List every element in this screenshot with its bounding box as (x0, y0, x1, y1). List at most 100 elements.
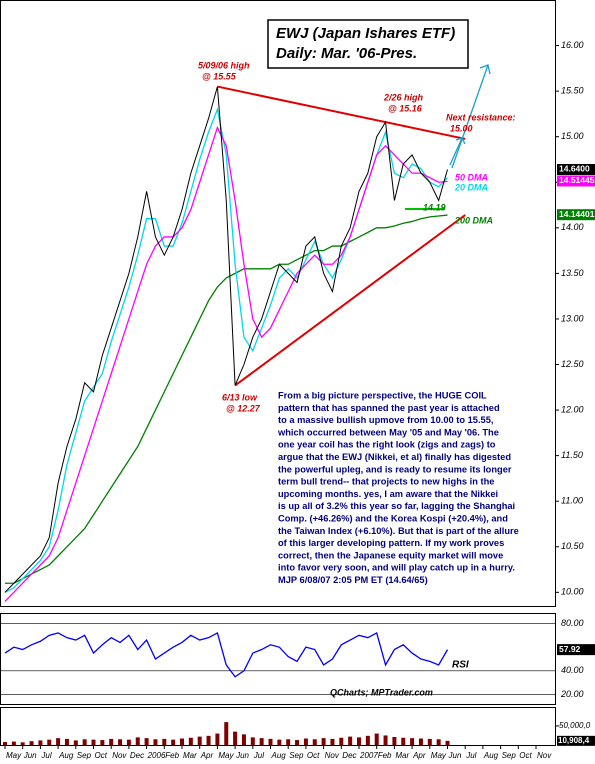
commentary-line: into favor very soon, and will play catc… (278, 563, 515, 573)
commentary-line: of this larger developing pattern. If my… (278, 538, 504, 548)
annotation: @ 15.16 (388, 103, 423, 113)
volume-bar (259, 738, 264, 745)
volume-bar (82, 739, 87, 745)
commentary-line: correct, then the Japanese equity market… (278, 550, 503, 560)
y-tick-label: 13.00 (561, 313, 584, 323)
commentary-line: pattern that has spanned the past year i… (278, 403, 500, 413)
x-tick-label: 2007 (359, 751, 378, 760)
volume-bar (241, 734, 246, 745)
volume-bar (224, 722, 229, 745)
x-tick-label: May (431, 751, 447, 760)
volume-bar (197, 736, 202, 745)
volume-bar (91, 739, 96, 745)
legend-label: 200 DMA (454, 215, 493, 225)
x-tick-label: Sep (289, 751, 304, 760)
resistance-trendline (217, 85, 466, 140)
last-value-label: 14.6400 (559, 164, 590, 174)
x-tick-label: Mar (395, 751, 409, 760)
volume-bar (418, 738, 423, 745)
y-tick-label: 12.50 (561, 359, 584, 369)
legend-label: 20 DMA (454, 182, 488, 192)
annotation: @ 12.27 (226, 403, 261, 413)
y-tick-label: 10.00 (561, 587, 584, 597)
volume-bar (383, 735, 388, 745)
volume-bar (171, 739, 176, 745)
volume-bar (162, 738, 167, 745)
volume-bar (56, 738, 61, 745)
volume-bar (321, 738, 326, 745)
commentary-line: to a massive bullish upmove from 10.00 t… (278, 415, 493, 425)
volume-bar (436, 739, 441, 745)
volume-bar (303, 738, 308, 745)
volume-bar (118, 739, 123, 745)
x-tick-label: 2006 (147, 751, 166, 760)
annotation: 2/26 high (383, 92, 424, 102)
volume-bar (38, 740, 43, 745)
volume-bar (180, 738, 184, 745)
x-tick-label: Dec (130, 751, 144, 760)
commentary-line: which occurred between May '05 and May '… (277, 427, 499, 437)
volume-bar (392, 736, 397, 745)
commentary-line: From a big picture perspective, the HUGE… (278, 390, 487, 400)
chart-title: EWJ (Japan Ishares ETF) (276, 25, 455, 42)
volume-bar (29, 741, 34, 745)
price-line (4, 86, 448, 593)
volume-bar (374, 733, 379, 745)
x-tick-label: Aug (58, 751, 74, 760)
volume-bar (445, 740, 450, 745)
title-box (267, 19, 469, 69)
volume-bar (250, 737, 255, 745)
volume-bar (64, 738, 69, 745)
last-value-marker (557, 175, 595, 187)
legend-label: 50 DMA (455, 172, 488, 182)
x-tick-label: Jun (448, 751, 462, 760)
volume-bar (401, 737, 406, 745)
y-tick-label: 15.50 (561, 86, 584, 96)
x-tick-label: Nov (325, 751, 340, 760)
volume-bar (330, 738, 335, 745)
y-tick-label: 11.50 (561, 450, 583, 460)
y-tick-label: 15.00 (561, 131, 584, 141)
volume-bar (277, 739, 282, 745)
volume-bar (135, 737, 140, 745)
volume-bar (233, 731, 238, 745)
x-tick-label: Feb (165, 751, 179, 760)
rsi-panel (0, 613, 556, 705)
source: QCharts; MPTrader.com (330, 687, 433, 697)
volume-bar (47, 739, 52, 745)
commentary-line: MJP 6/08/07 2:05 PM ET (14.64/65) (278, 575, 428, 585)
volume-bar (339, 737, 344, 745)
x-tick-label: Jul (253, 751, 264, 760)
volume-bar (295, 740, 300, 745)
x-tick-label: Apr (412, 751, 426, 760)
x-tick-label: Mar (183, 751, 197, 760)
x-tick-label: Feb (378, 751, 392, 760)
volume-bar (144, 738, 149, 745)
ma-line (4, 125, 448, 602)
volume-bar (348, 736, 353, 745)
annotation: @ 15.55 (202, 71, 237, 81)
volume-bar (206, 735, 211, 745)
chart-subtitle: Daily: Mar. '06-Pres. (276, 45, 417, 62)
annotation: 14.19 (423, 202, 446, 212)
commentary-line: one year coil has the right look (zigs a… (278, 440, 496, 450)
annotation: 15.00 (450, 123, 473, 133)
last-value-marker (557, 209, 595, 221)
y-tick-label: 11.00 (561, 496, 583, 506)
y-tick-label: 16.00 (561, 40, 584, 50)
volume-bar (73, 740, 78, 745)
ma-line (5, 214, 448, 584)
commentary-line: upcoming months. yes, I am aware that th… (278, 489, 498, 499)
x-tick-label: May (6, 751, 22, 760)
y-tick-label: 20.00 (560, 689, 584, 699)
annotation: 5/09/06 high (198, 60, 250, 70)
volume-panel (0, 707, 556, 746)
price-panel (0, 0, 556, 607)
volume-bar (100, 740, 105, 745)
x-tick-label: Nov (537, 751, 552, 760)
y-tick-label: 40.00 (561, 665, 584, 675)
commentary-line: is up all of 3.2% this year so far, lagg… (278, 501, 515, 511)
support-trendline (234, 214, 466, 387)
